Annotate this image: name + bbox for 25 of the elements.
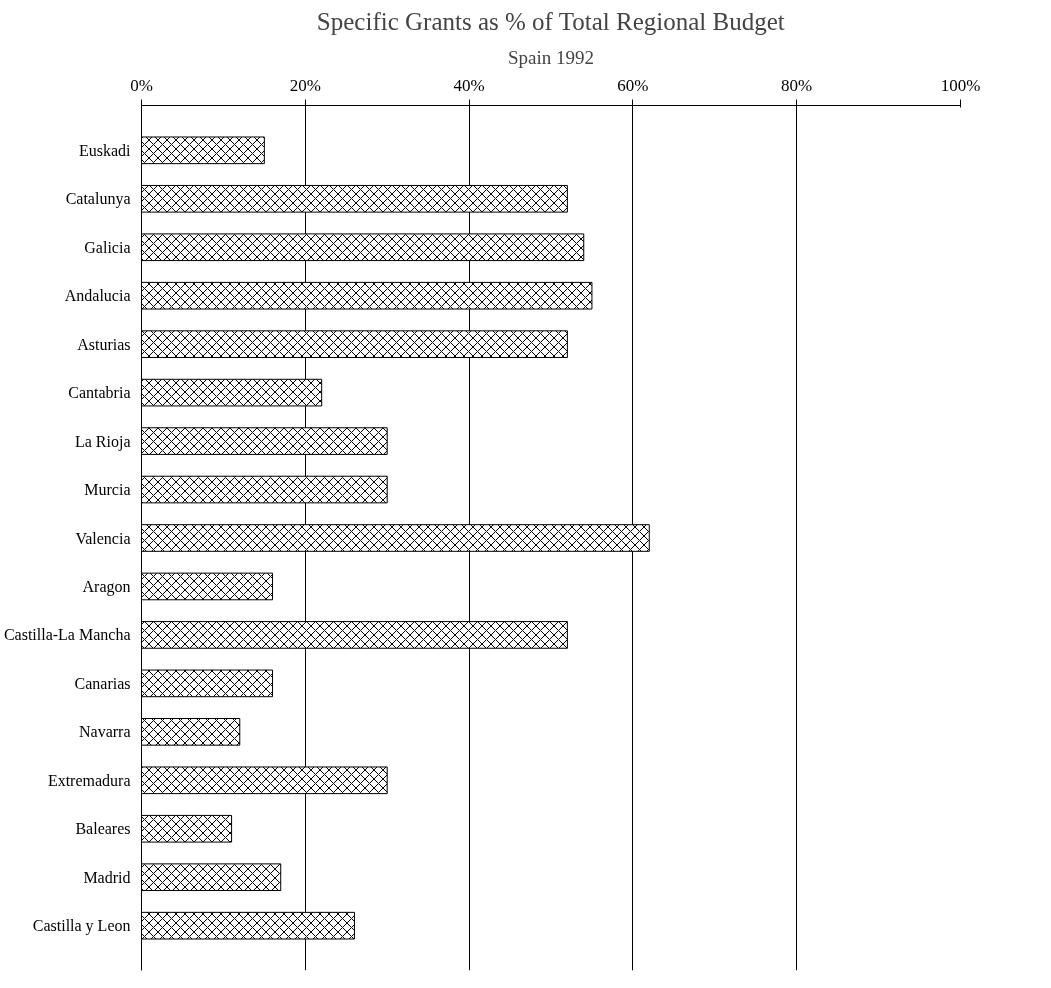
x-tick-label: 0% <box>130 75 153 95</box>
y-tick-label: La Rioja <box>74 432 131 451</box>
y-tick-label: Castilla y Leon <box>32 917 131 936</box>
y-tick-label: Andalucia <box>64 287 131 305</box>
y-tick-label: Baleares <box>75 820 131 838</box>
y-tick-label: Navarra <box>78 723 131 741</box>
y-tick-label: Madrid <box>83 868 131 886</box>
x-tick-label: 40% <box>453 75 485 95</box>
chart-title: Specific Grants as % of Total Regional Budget <box>316 7 785 35</box>
y-tick-label: Euskadi <box>78 141 132 159</box>
y-tick-label: Galicia <box>84 238 131 256</box>
y-tick-label: Asturias <box>77 335 131 353</box>
y-tick-label: Aragon <box>82 577 131 596</box>
chart-subtitle: Spain 1992 <box>507 46 595 68</box>
x-tick-label: 20% <box>289 75 321 95</box>
y-tick-label: Extremadura <box>47 771 131 789</box>
y-tick-label: Canarias <box>74 674 131 692</box>
y-tick-label: Castilla-La Mancha <box>3 626 131 644</box>
x-tick-label: 60% <box>617 75 649 95</box>
y-tick-label: Murcia <box>84 481 131 499</box>
x-tick-label: 80% <box>781 75 813 95</box>
y-tick-label: Catalunya <box>65 190 131 209</box>
y-tick-label: Cantabria <box>68 384 131 402</box>
x-tick-label: 100% <box>940 75 981 95</box>
y-tick-label: Valencia <box>75 529 131 547</box>
